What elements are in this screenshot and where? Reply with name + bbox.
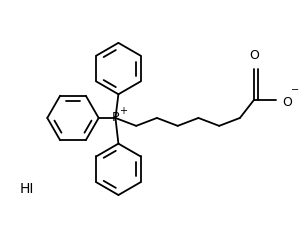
Text: O: O — [282, 96, 292, 109]
Text: −: − — [291, 85, 299, 95]
Text: HI: HI — [20, 182, 34, 196]
Text: +: + — [119, 106, 127, 116]
Text: P: P — [112, 112, 119, 124]
Text: O: O — [249, 49, 259, 62]
